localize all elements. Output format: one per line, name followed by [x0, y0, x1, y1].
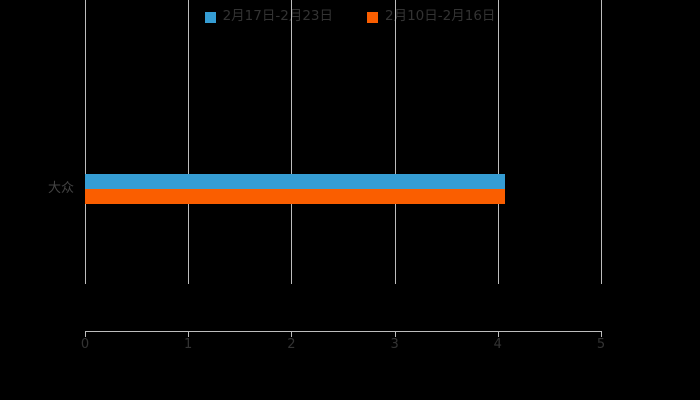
gridline-2 [291, 0, 293, 284]
gridline-4 [497, 0, 499, 284]
legend-swatch-icon [367, 11, 378, 23]
legend-item-series-1[interactable]: 2月17日-2月23日 [204, 8, 333, 25]
x-tick-mark-2 [291, 331, 293, 337]
x-tick-label-4: 4 [493, 337, 502, 352]
category-label-dazhong: 大众 [48, 181, 75, 196]
x-tick-mark-4 [497, 331, 499, 337]
x-tick-mark-3 [394, 331, 396, 337]
legend-label: 2月10日-2月16日 [385, 8, 496, 25]
x-tick-mark-1 [188, 331, 190, 337]
legend-item-series-2[interactable]: 2月10日-2月16日 [367, 10, 495, 24]
x-axis-line [85, 331, 602, 332]
bar-series-2-dazhong[interactable] [85, 189, 506, 204]
bar-series-1-dazhong[interactable] [85, 174, 506, 189]
gridline-5 [601, 0, 602, 284]
x-tick-label-2: 2 [287, 337, 296, 352]
x-tick-label-0: 0 [80, 337, 90, 352]
legend-label: 2月17日-2月23日 [222, 8, 333, 25]
x-tick-label-5: 5 [596, 337, 606, 352]
gridline-1 [188, 0, 190, 284]
gridline-0 [85, 0, 86, 284]
gridline-3 [394, 0, 396, 284]
x-tick-label-1: 1 [184, 337, 193, 352]
x-tick-mark-5 [601, 331, 602, 337]
x-tick-label-3: 3 [390, 337, 399, 352]
x-tick-mark-0 [85, 331, 86, 337]
legend-swatch-icon [204, 11, 216, 23]
chart-legend: 2月17日-2月23日 2月10日-2月16日 [0, 5, 700, 29]
